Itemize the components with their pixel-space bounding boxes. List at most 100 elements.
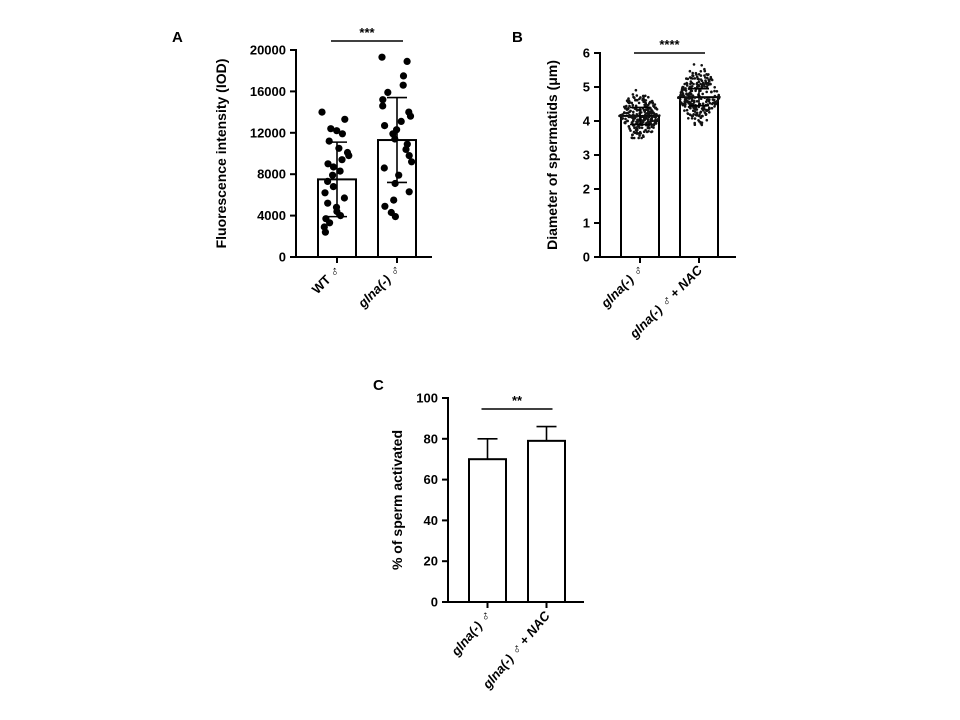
data-point	[391, 213, 399, 221]
data-point	[635, 127, 639, 130]
data-point	[325, 137, 333, 145]
data-point	[679, 93, 682, 96]
data-point	[637, 136, 640, 140]
data-point	[329, 183, 337, 191]
data-point	[631, 116, 634, 120]
data-point	[642, 135, 645, 138]
panel-letter-c: C	[373, 377, 384, 394]
y-tick-label: 80	[424, 431, 438, 446]
data-point	[399, 72, 408, 80]
x-category-label: WT ♂	[309, 263, 343, 297]
data-point	[713, 89, 716, 93]
x-category-label: glna(-) ♂	[448, 608, 494, 659]
y-tick-label: 20000	[250, 43, 286, 58]
data-point	[647, 95, 650, 99]
data-point	[685, 96, 689, 100]
data-point	[690, 97, 694, 101]
data-point	[709, 75, 713, 79]
y-tick-label: 40	[424, 513, 438, 528]
data-point	[655, 113, 658, 117]
data-point	[647, 115, 651, 119]
data-point	[677, 96, 680, 99]
data-point	[654, 116, 657, 119]
data-point	[406, 112, 415, 120]
data-point	[629, 109, 632, 113]
y-tick-label: 60	[424, 472, 438, 487]
data-point	[338, 156, 346, 164]
data-point	[683, 109, 686, 112]
data-point	[637, 125, 641, 129]
data-point	[718, 95, 721, 99]
data-point	[644, 128, 647, 132]
data-point	[381, 202, 389, 210]
y-tick-label: 6	[583, 46, 590, 61]
data-point	[642, 108, 646, 112]
data-point	[691, 94, 695, 97]
data-point	[329, 163, 338, 171]
bar-1	[468, 458, 507, 604]
data-point	[628, 127, 631, 130]
data-point	[697, 85, 701, 88]
data-point	[640, 136, 643, 140]
data-point	[620, 114, 624, 118]
data-point	[336, 212, 345, 220]
data-point	[685, 77, 688, 80]
data-point	[402, 145, 410, 153]
data-point	[705, 118, 709, 122]
data-point	[652, 104, 655, 108]
y-tick-label: 12000	[250, 125, 286, 140]
data-point	[632, 110, 635, 114]
data-point	[379, 96, 387, 104]
data-point	[693, 121, 696, 125]
y-tick-label: 2	[583, 182, 590, 197]
data-point	[624, 117, 627, 121]
data-point	[710, 106, 714, 110]
data-point	[703, 96, 706, 99]
data-point	[686, 112, 689, 115]
data-point	[381, 122, 389, 130]
data-point	[708, 98, 711, 101]
data-point	[704, 79, 707, 82]
data-point	[693, 77, 697, 80]
data-point	[631, 103, 635, 107]
data-point	[324, 160, 332, 168]
data-point	[631, 93, 635, 96]
data-point	[706, 76, 709, 80]
data-point	[390, 196, 398, 204]
data-point	[698, 113, 701, 117]
data-point	[689, 80, 693, 83]
data-point	[654, 118, 657, 121]
data-point	[340, 194, 348, 202]
y-axis-title: Fluorescence intensity (IOD)	[213, 59, 229, 249]
data-point	[701, 83, 705, 86]
data-point	[705, 90, 708, 94]
data-point	[708, 80, 711, 83]
data-point	[709, 82, 712, 86]
data-point	[397, 117, 405, 125]
data-point	[685, 82, 689, 85]
y-tick-label: 5	[583, 80, 590, 95]
data-point	[695, 73, 698, 76]
data-point	[634, 88, 638, 92]
y-tick-label: 0	[279, 250, 286, 265]
data-point	[648, 126, 651, 130]
data-point	[681, 95, 684, 98]
data-point	[684, 100, 687, 104]
bar-1	[620, 114, 660, 259]
data-point	[629, 129, 632, 132]
data-point	[682, 88, 686, 91]
significance-label: ***	[359, 25, 375, 40]
data-point	[399, 81, 407, 89]
data-point	[338, 130, 346, 138]
data-point	[680, 102, 684, 105]
data-point	[681, 92, 685, 95]
data-point	[327, 125, 335, 133]
data-point	[384, 88, 392, 96]
data-point	[701, 92, 704, 96]
data-point	[704, 76, 707, 79]
significance-label: ****	[659, 37, 680, 52]
data-point	[408, 158, 416, 166]
data-point	[699, 78, 703, 81]
data-point	[717, 93, 720, 97]
bar-2	[527, 439, 566, 603]
